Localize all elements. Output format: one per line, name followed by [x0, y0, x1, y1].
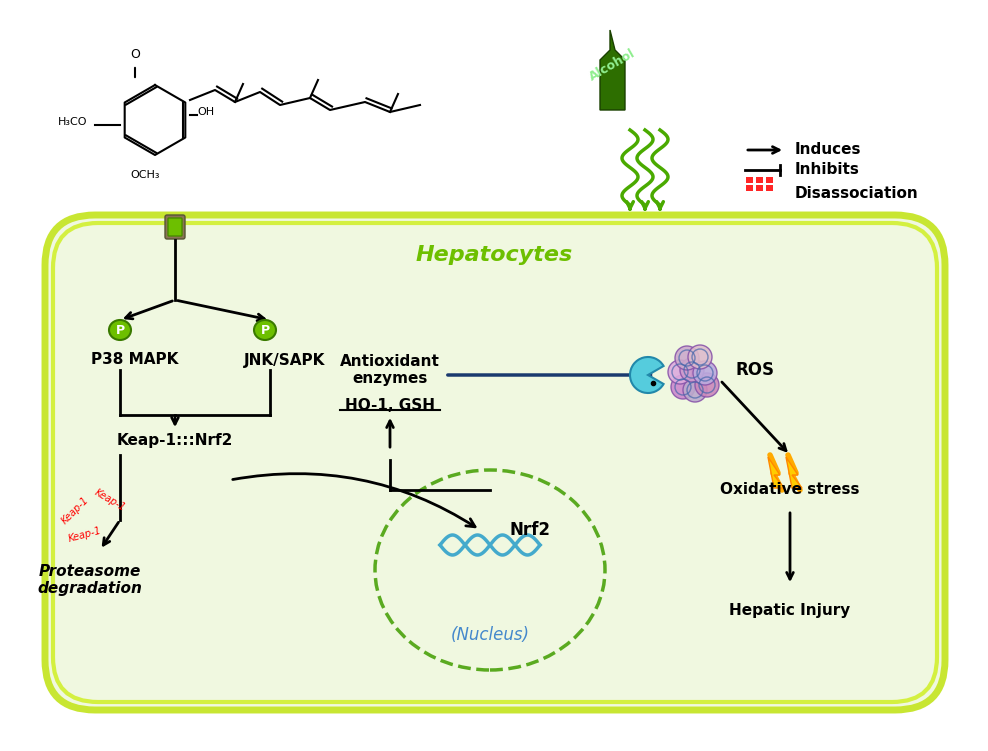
Polygon shape — [600, 30, 625, 110]
Text: P: P — [261, 324, 270, 336]
Text: Keap-1: Keap-1 — [59, 494, 91, 526]
Bar — [766, 185, 773, 191]
Circle shape — [675, 346, 699, 370]
Text: Hepatic Injury: Hepatic Injury — [729, 602, 851, 617]
Text: Hepatocytes: Hepatocytes — [415, 245, 573, 265]
Wedge shape — [630, 357, 664, 393]
Text: Keap-1: Keap-1 — [93, 487, 127, 513]
Circle shape — [680, 358, 704, 382]
Text: P: P — [116, 324, 124, 336]
Text: Inhibits: Inhibits — [795, 162, 860, 177]
Polygon shape — [786, 457, 802, 488]
Circle shape — [695, 373, 719, 397]
Bar — [746, 177, 753, 183]
Bar — [756, 185, 763, 191]
Text: Disassociation: Disassociation — [795, 185, 919, 201]
Text: Antioxidant
enzymes: Antioxidant enzymes — [340, 354, 440, 386]
FancyBboxPatch shape — [45, 215, 945, 710]
Text: Proteasome
degradation: Proteasome degradation — [38, 564, 142, 596]
Text: OH: OH — [197, 107, 214, 117]
Text: HO-1, GSH: HO-1, GSH — [345, 397, 435, 412]
Circle shape — [683, 378, 707, 402]
Polygon shape — [768, 457, 784, 488]
Circle shape — [671, 375, 695, 399]
Ellipse shape — [109, 320, 131, 340]
Circle shape — [688, 345, 712, 369]
Text: OCH₃: OCH₃ — [130, 170, 160, 180]
Circle shape — [693, 361, 717, 385]
Text: P38 MAPK: P38 MAPK — [91, 352, 179, 367]
Text: Oxidative stress: Oxidative stress — [720, 482, 860, 497]
Text: ROS: ROS — [735, 361, 775, 379]
Bar — [756, 177, 763, 183]
Text: Keap-1:::Nrf2: Keap-1:::Nrf2 — [117, 433, 233, 448]
Text: O: O — [130, 48, 140, 61]
Text: Keap-1: Keap-1 — [67, 526, 103, 544]
FancyBboxPatch shape — [168, 218, 182, 236]
Text: (Nucleus): (Nucleus) — [451, 626, 530, 644]
Text: Nrf2: Nrf2 — [510, 521, 550, 539]
Bar — [746, 185, 753, 191]
Text: Induces: Induces — [795, 143, 862, 158]
Bar — [766, 177, 773, 183]
Text: H₃CO: H₃CO — [57, 117, 87, 127]
FancyBboxPatch shape — [165, 215, 185, 239]
Circle shape — [668, 360, 692, 384]
Text: JNK/SAPK: JNK/SAPK — [244, 352, 326, 367]
Ellipse shape — [254, 320, 276, 340]
Text: Alcohol: Alcohol — [587, 47, 637, 83]
